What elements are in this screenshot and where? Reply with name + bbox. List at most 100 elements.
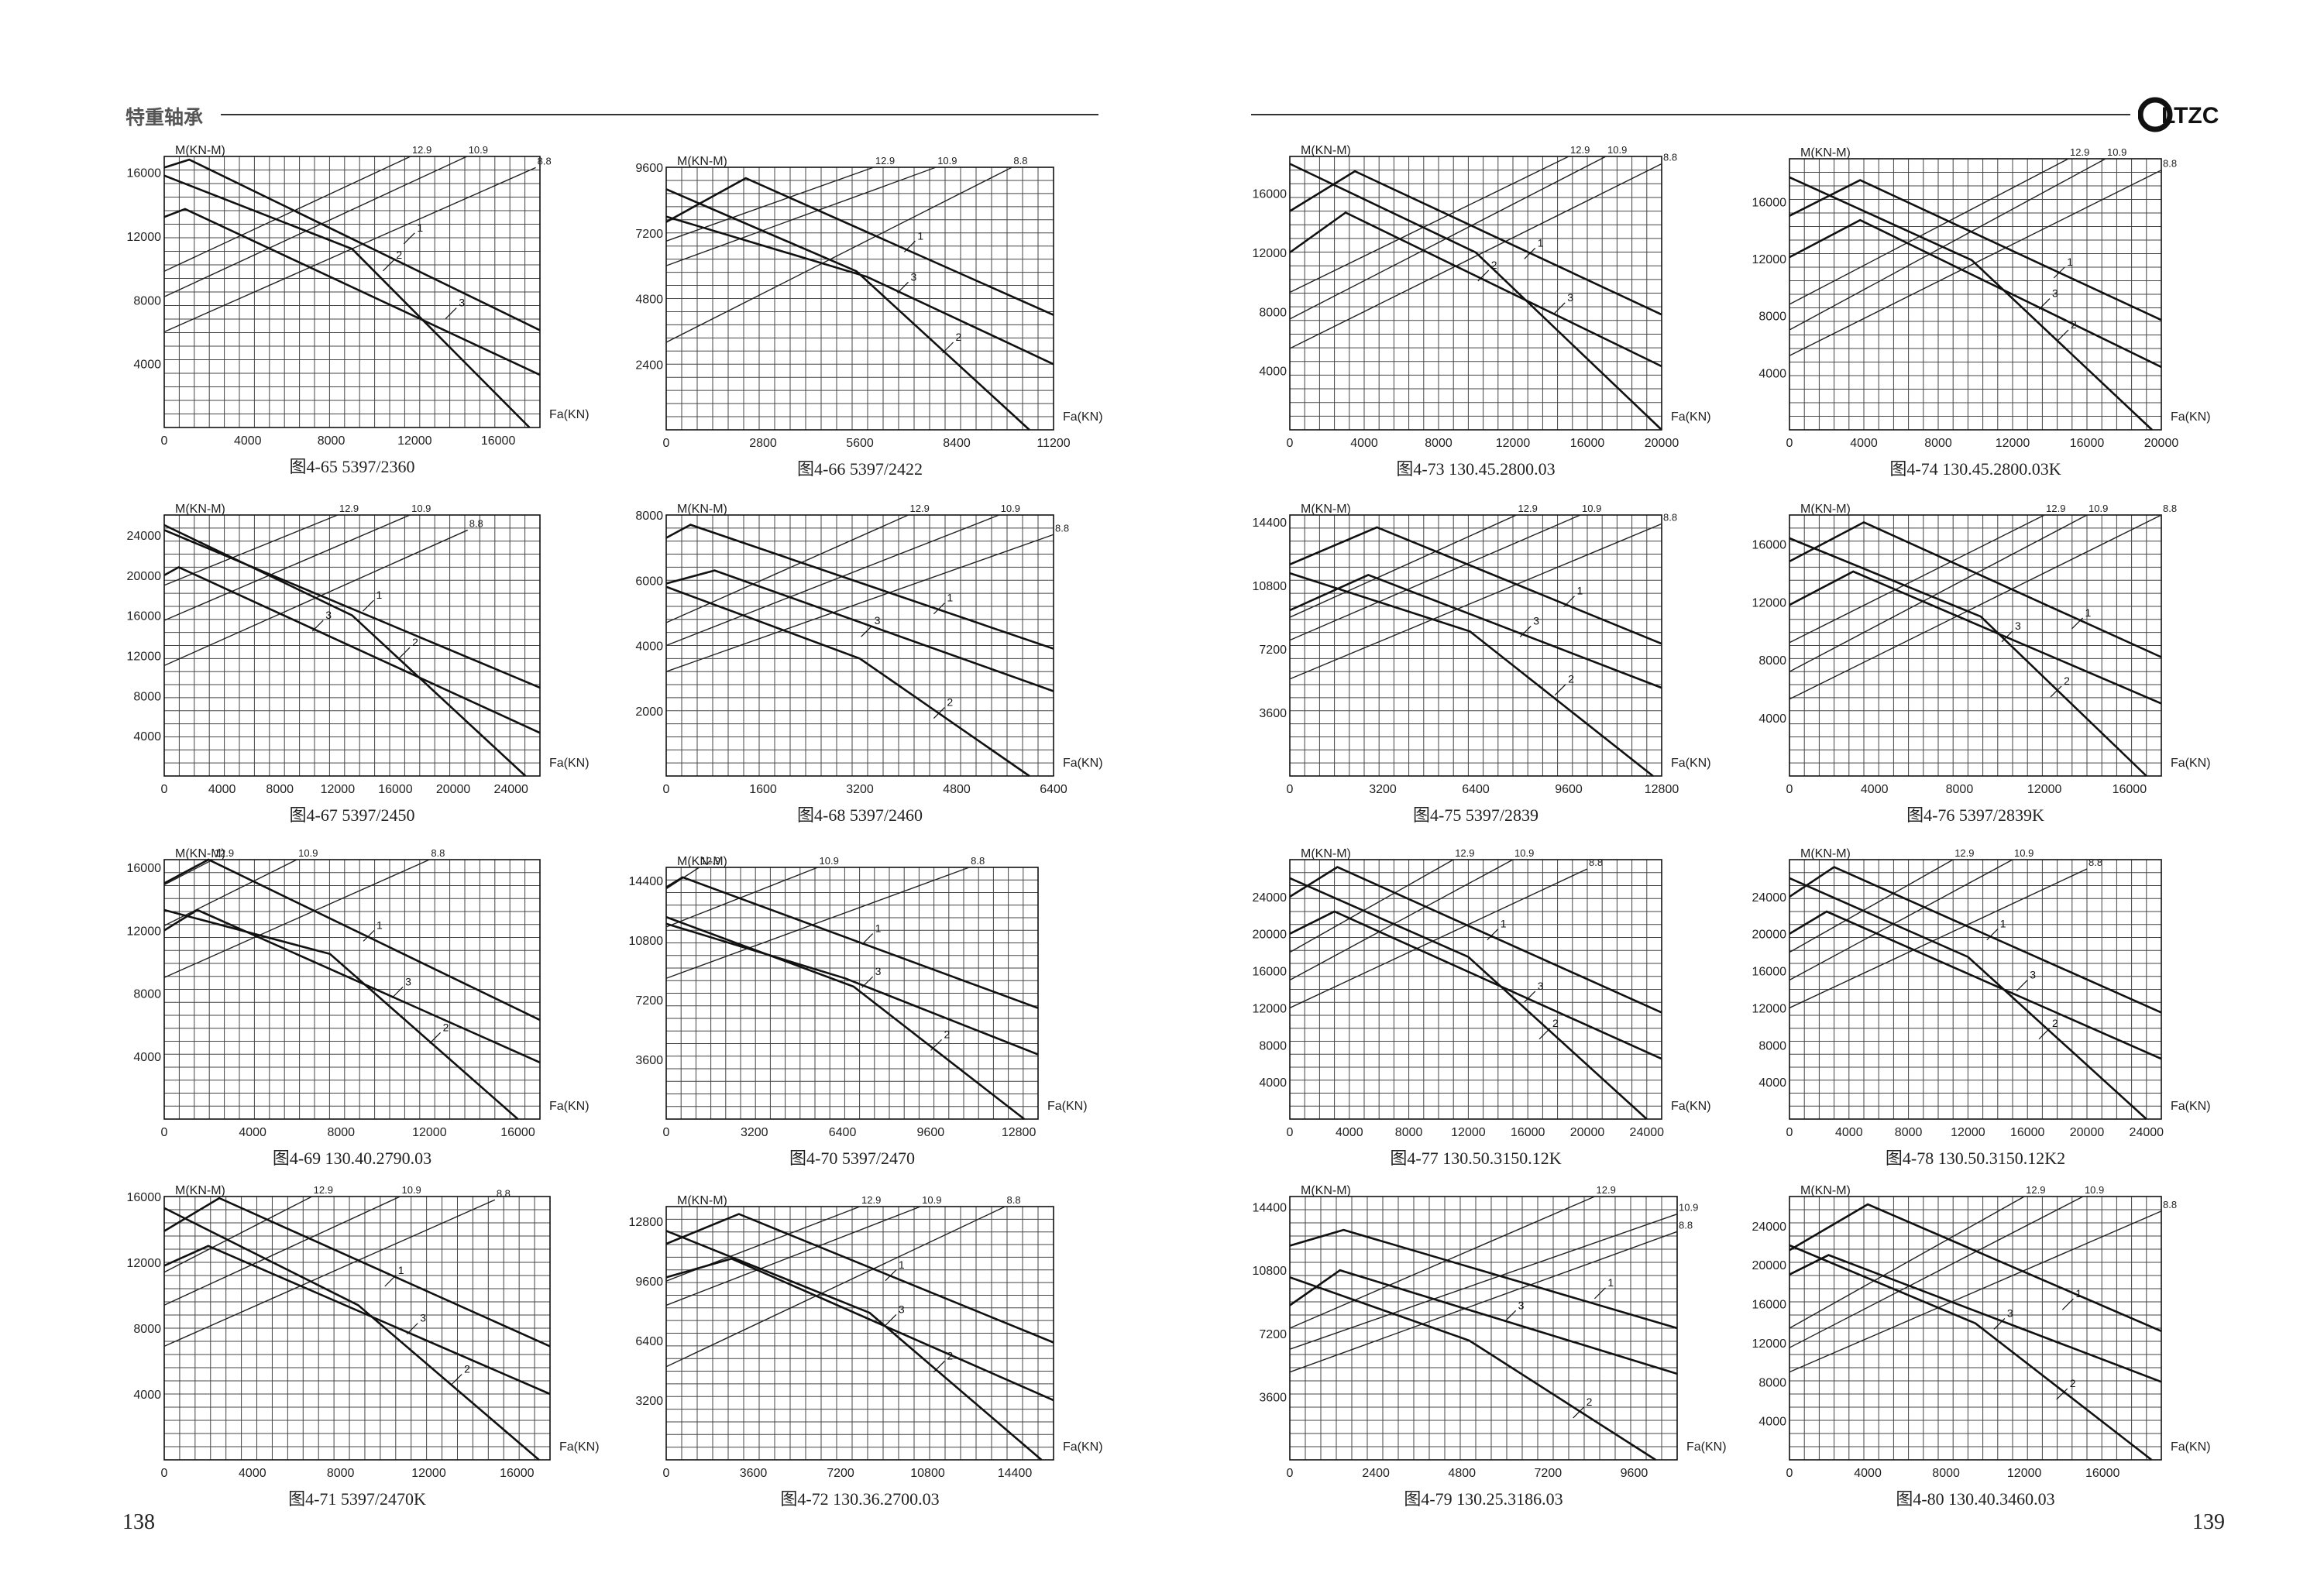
x-tick-label: 12000 bbox=[1996, 437, 2030, 450]
y-axis-label: M(KN-M) bbox=[1301, 1184, 1351, 1197]
x-tick-label: 3600 bbox=[740, 1467, 768, 1480]
series-leader bbox=[445, 307, 457, 320]
series-leader bbox=[2057, 329, 2069, 342]
y-tick-label: 12000 bbox=[1752, 253, 1787, 266]
x-tick-label: 2400 bbox=[1362, 1467, 1390, 1480]
x-tick-label: 0 bbox=[663, 1126, 670, 1139]
x-tick-label: 2800 bbox=[749, 437, 777, 450]
series-label: 1 bbox=[2000, 918, 2006, 930]
grade-label: 10.9 bbox=[1001, 503, 1020, 514]
y-tick-label: 4000 bbox=[133, 1051, 161, 1064]
grade-label: 12.9 bbox=[701, 855, 720, 867]
grade-line-12.9 bbox=[1789, 1196, 2025, 1329]
plot-frame bbox=[1289, 859, 1662, 1120]
series-curve-2 bbox=[1289, 877, 1648, 1120]
series-leader bbox=[1487, 929, 1499, 941]
y-tick-label: 8000 bbox=[1259, 1039, 1287, 1052]
grade-label: 12.9 bbox=[412, 144, 431, 156]
series-curve-3 bbox=[665, 215, 1054, 366]
y-tick-label: 4000 bbox=[133, 730, 161, 743]
figure-caption: 图4-76 5397/2839K bbox=[1906, 805, 2044, 825]
x-tick-label: 4000 bbox=[1835, 1126, 1863, 1139]
header-rule-left bbox=[221, 114, 1098, 115]
x-tick-label: 3200 bbox=[846, 783, 874, 796]
y-tick-label: 4000 bbox=[1758, 1076, 1786, 1090]
figure-caption: 图4-65 5397/2360 bbox=[290, 457, 415, 476]
x-tick-label: 4000 bbox=[234, 434, 262, 448]
grade-line-10.9 bbox=[1789, 514, 2088, 672]
y-tick-label: 2400 bbox=[635, 359, 663, 372]
x-tick-label: 0 bbox=[1287, 1467, 1294, 1480]
series-label: 1 bbox=[917, 229, 923, 242]
grade-label: 8.8 bbox=[1007, 1194, 1021, 1206]
x-tick-label: 8000 bbox=[1932, 1467, 1960, 1480]
y-tick-label: 8000 bbox=[1758, 1039, 1786, 1052]
grade-label: 8.8 bbox=[538, 155, 552, 167]
x-axis-label: Fa(KN) bbox=[1063, 1440, 1103, 1454]
grade-label: 10.9 bbox=[2089, 503, 2108, 514]
x-tick-label: 24000 bbox=[493, 783, 528, 796]
grade-label: 12.9 bbox=[1570, 144, 1590, 156]
grade-line-8.8 bbox=[1789, 514, 2162, 700]
chart-15: 0 2400 4800 7200 9600 3600 7200 10800 14400 M(KN-… bbox=[1253, 1184, 1727, 1509]
y-tick-label: 16000 bbox=[127, 167, 162, 180]
x-tick-label: 12800 bbox=[1645, 783, 1679, 796]
plot-frame bbox=[1289, 514, 1662, 777]
x-tick-label: 4000 bbox=[1850, 437, 1878, 450]
series-leader bbox=[384, 1275, 397, 1287]
x-tick-label: 4000 bbox=[1350, 437, 1378, 450]
figure-caption: 图4-74 130.45.2800.03K bbox=[1889, 459, 2061, 479]
y-axis-label: M(KN-M) bbox=[175, 847, 225, 860]
series-curve-3 bbox=[1789, 1254, 2162, 1383]
y-tick-label: 7200 bbox=[1259, 1328, 1287, 1341]
y-tick-label: 12000 bbox=[1752, 1002, 1787, 1015]
x-tick-label: 8000 bbox=[327, 1467, 355, 1480]
grade-line-8.8 bbox=[665, 534, 1054, 672]
x-axis-label: Fa(KN) bbox=[2171, 410, 2211, 424]
y-tick-label: 16000 bbox=[1752, 966, 1787, 979]
series-curve-1 bbox=[163, 858, 541, 1021]
header-rule-right bbox=[1251, 114, 2130, 115]
x-tick-label: 0 bbox=[161, 1467, 168, 1480]
series-curve-2 bbox=[1789, 1244, 2153, 1461]
series-label: 2 bbox=[2070, 1377, 2076, 1389]
series-curve-2 bbox=[1289, 572, 1654, 778]
series-label: 2 bbox=[956, 331, 962, 343]
grade-label: 8.8 bbox=[1663, 511, 1677, 523]
series-curve-2 bbox=[163, 908, 519, 1120]
series-leader bbox=[933, 1361, 945, 1372]
grade-label: 12.9 bbox=[2026, 1184, 2045, 1196]
series-leader bbox=[2053, 266, 2065, 279]
x-tick-label: 4800 bbox=[1448, 1467, 1476, 1480]
grade-label: 10.9 bbox=[1607, 144, 1627, 156]
grade-label: 12.9 bbox=[314, 1184, 333, 1196]
page-number-left: 138 bbox=[122, 1510, 155, 1534]
series-leader bbox=[363, 929, 375, 942]
y-tick-label: 20000 bbox=[1253, 929, 1287, 942]
x-tick-label: 24000 bbox=[2130, 1126, 2164, 1139]
series-label: 1 bbox=[947, 592, 953, 604]
grade-label: 8.8 bbox=[2163, 158, 2177, 170]
x-tick-label: 0 bbox=[663, 1467, 670, 1480]
grade-label: 8.8 bbox=[469, 517, 483, 529]
grade-line-10.9 bbox=[665, 514, 999, 647]
grade-label: 8.8 bbox=[2089, 857, 2102, 868]
series-curve-3 bbox=[1289, 573, 1662, 689]
y-tick-label: 12000 bbox=[1253, 1002, 1287, 1015]
x-tick-label: 16000 bbox=[378, 783, 413, 796]
series-leader bbox=[2056, 1388, 2068, 1400]
series-leader bbox=[382, 259, 394, 272]
series-label: 3 bbox=[459, 297, 465, 309]
grade-line-12.9 bbox=[1789, 158, 2069, 305]
series-curve-3 bbox=[1789, 570, 2162, 705]
y-tick-label: 4000 bbox=[1758, 712, 1786, 726]
grade-line-8.8 bbox=[665, 867, 970, 979]
y-tick-label: 14400 bbox=[1253, 1202, 1287, 1215]
grade-label: 10.9 bbox=[1679, 1202, 1698, 1214]
series-label: 2 bbox=[464, 1363, 470, 1375]
y-tick-label: 7200 bbox=[1259, 644, 1287, 657]
series-curve-1 bbox=[1289, 170, 1662, 316]
series-curve-2 bbox=[1789, 877, 2147, 1120]
y-tick-label: 8000 bbox=[133, 690, 161, 703]
chart-14: 0 4000 8000 12000 16000 20000 2400040008000120… bbox=[1752, 847, 2211, 1168]
